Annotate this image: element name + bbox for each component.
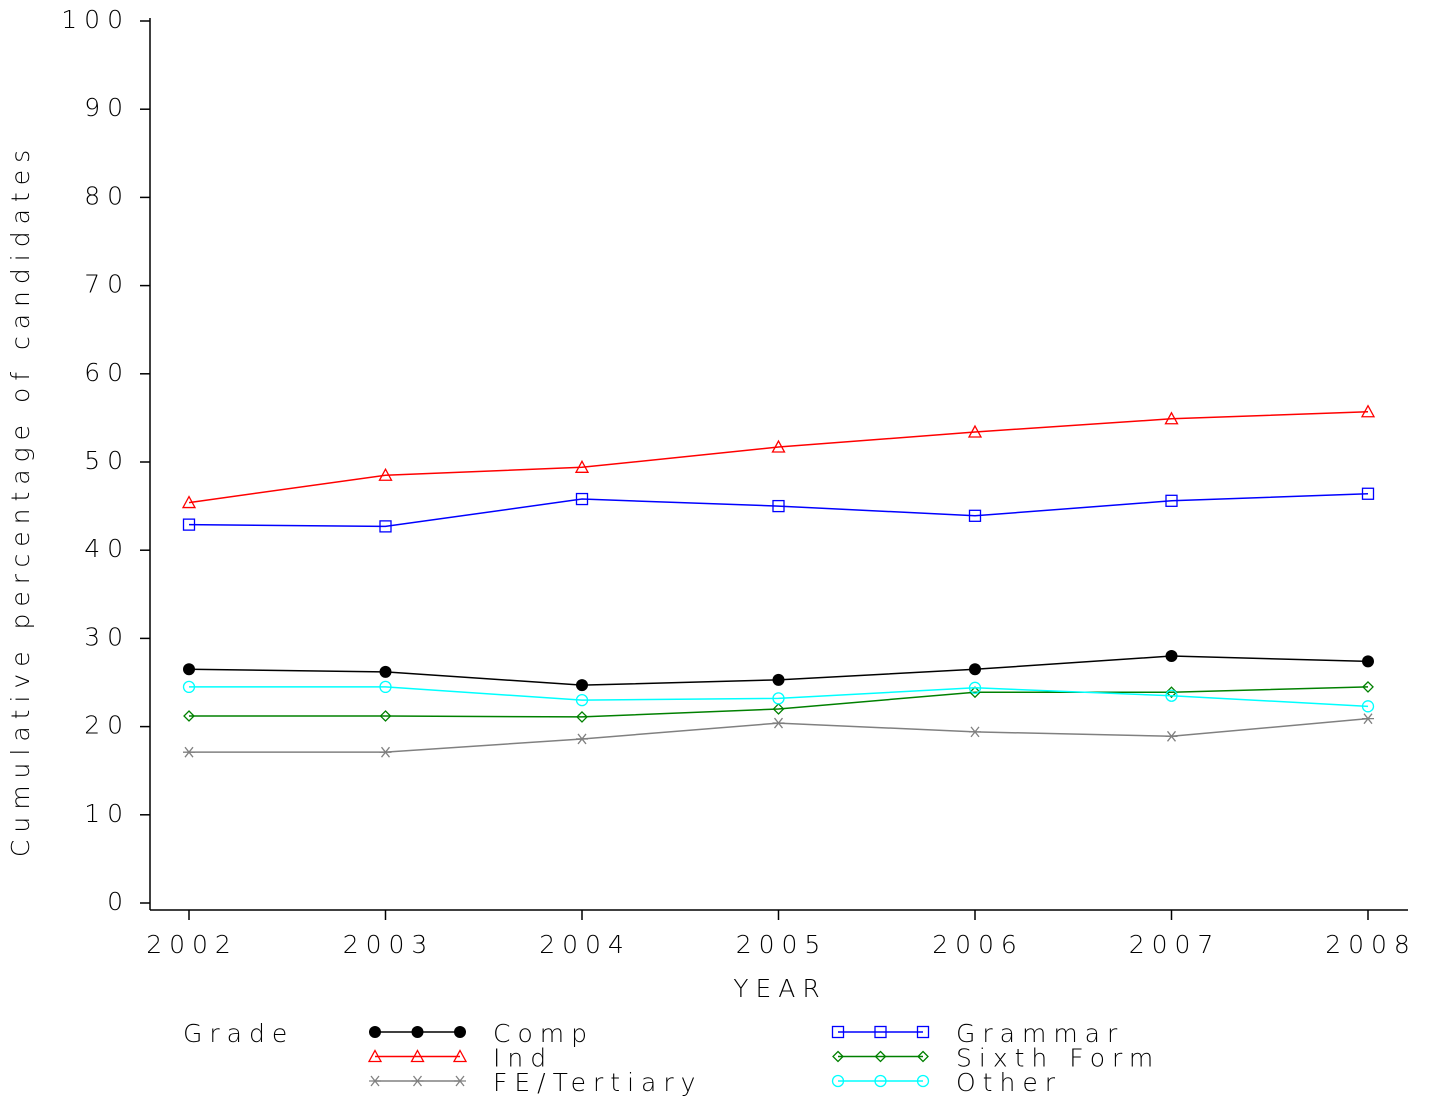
marker xyxy=(369,1075,381,1087)
y-tick-label: 0 xyxy=(107,887,130,916)
y-tick-label: 10 xyxy=(84,799,130,828)
y-tick-label: 40 xyxy=(84,534,130,563)
marker xyxy=(1362,655,1374,668)
marker xyxy=(379,710,392,722)
marker xyxy=(411,1026,424,1038)
marker xyxy=(967,424,983,438)
marker xyxy=(1360,404,1376,418)
y-tick-label: 60 xyxy=(84,358,130,387)
legend-label: FE/Tertiary xyxy=(493,1068,702,1097)
marker xyxy=(968,681,982,694)
x-tick-label: 2004 xyxy=(539,930,631,959)
marker xyxy=(574,459,590,473)
marker xyxy=(454,1075,466,1087)
legend-label: Sixth Form xyxy=(956,1044,1160,1073)
marker xyxy=(969,686,981,699)
marker xyxy=(379,665,392,678)
y-tick-label: 80 xyxy=(84,181,130,210)
marker xyxy=(1361,487,1375,500)
marker xyxy=(182,680,196,694)
marker xyxy=(379,520,392,533)
marker xyxy=(411,1075,424,1087)
y-tick-label: 30 xyxy=(84,622,130,651)
marker xyxy=(969,726,981,738)
marker xyxy=(772,499,785,513)
marker xyxy=(772,673,785,686)
marker xyxy=(1362,680,1374,693)
marker xyxy=(575,492,589,506)
marker xyxy=(452,1049,468,1063)
y-axis-label: Cumulative percentage of candidates xyxy=(6,143,35,857)
y-tick-label: 50 xyxy=(84,446,130,475)
series-line xyxy=(188,410,1369,504)
x-tick-label: 2002 xyxy=(146,930,238,959)
marker xyxy=(379,680,392,694)
marker xyxy=(1165,689,1178,702)
y-tick-label: 100 xyxy=(61,5,130,34)
x-tick-label: 2006 xyxy=(932,930,1024,959)
y-tick-label: 70 xyxy=(84,270,130,299)
marker xyxy=(968,509,982,522)
marker xyxy=(1165,650,1178,663)
marker xyxy=(369,1026,381,1038)
series-line xyxy=(188,493,1369,528)
y-tick-label: 90 xyxy=(84,93,130,122)
marker xyxy=(772,703,785,715)
marker xyxy=(181,495,197,509)
marker xyxy=(831,1025,845,1039)
marker xyxy=(183,710,195,722)
marker xyxy=(916,1074,930,1088)
marker xyxy=(916,1025,930,1039)
legend-label: Grammar xyxy=(956,1019,1124,1048)
marker xyxy=(183,663,195,676)
marker xyxy=(576,733,588,745)
marker xyxy=(454,1026,466,1038)
marker xyxy=(378,467,393,481)
marker xyxy=(410,1049,425,1063)
series-line xyxy=(189,686,1369,708)
marker xyxy=(367,1049,383,1063)
marker xyxy=(576,679,588,692)
x-tick-label: 2008 xyxy=(1325,930,1417,959)
legend-title: Grade xyxy=(183,1019,294,1048)
marker xyxy=(771,439,786,453)
marker xyxy=(1164,411,1179,425)
marker xyxy=(874,1025,887,1039)
marker xyxy=(831,1074,845,1088)
legend-label: Other xyxy=(956,1068,1062,1097)
marker xyxy=(1361,700,1375,713)
marker xyxy=(1362,713,1374,725)
marker xyxy=(183,746,195,758)
marker xyxy=(1165,730,1178,742)
marker xyxy=(182,518,196,531)
legend-label: Ind xyxy=(493,1044,553,1073)
marker xyxy=(772,717,785,729)
marker xyxy=(1165,494,1178,507)
marker xyxy=(832,1050,844,1063)
marker xyxy=(874,1050,887,1063)
marker xyxy=(969,663,981,676)
y-tick-label: 20 xyxy=(84,711,130,740)
marker xyxy=(576,710,588,723)
x-tick-label: 2005 xyxy=(736,930,828,959)
legend-label: Comp xyxy=(493,1019,594,1048)
x-tick-label: 2003 xyxy=(343,930,435,959)
marker xyxy=(1165,686,1178,699)
x-axis-label: YEAR xyxy=(733,974,827,1003)
x-tick-label: 2007 xyxy=(1129,930,1221,959)
marker xyxy=(917,1050,929,1063)
series-line xyxy=(189,686,1369,718)
marker xyxy=(379,746,392,758)
marker xyxy=(575,693,589,707)
marker xyxy=(772,692,785,705)
marker xyxy=(874,1074,887,1088)
